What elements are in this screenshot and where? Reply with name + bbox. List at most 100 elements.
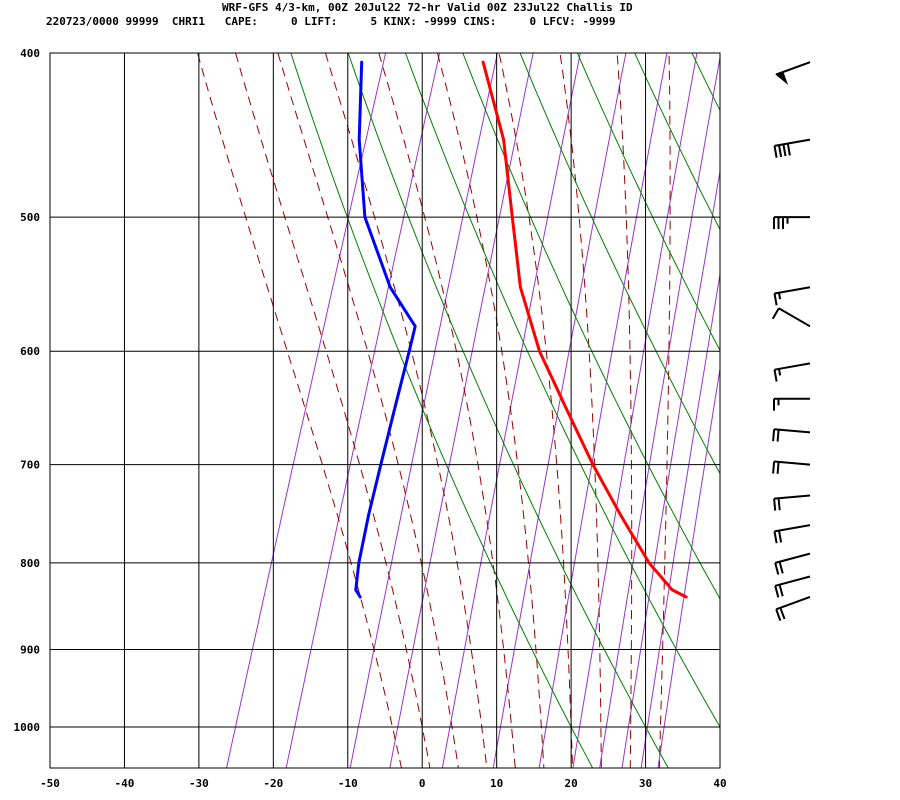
x-tick-label: -50 <box>40 777 60 790</box>
moist-adiabat-line <box>498 53 574 768</box>
wind-barb-feather <box>772 429 776 442</box>
y-tick-label: 600 <box>20 345 40 358</box>
wind-barb-feather <box>777 498 781 511</box>
mixing-ratio-line <box>226 53 387 768</box>
wind-barb-feather <box>778 530 783 543</box>
y-tick-label: 500 <box>20 211 40 224</box>
moist-adiabat-line <box>378 53 516 768</box>
x-tick-label: -20 <box>263 777 283 790</box>
wind-barb-feather <box>775 608 782 621</box>
wind-barb-feather <box>778 584 784 597</box>
wind-barb-feather <box>771 307 780 320</box>
dry-adiabat-line <box>777 0 900 784</box>
axis-labels: -50 -40 -30 -20 -10 0 10 20 30 40 400 500 600 700 800 9… <box>14 47 727 790</box>
dewpoint-trace <box>354 60 417 599</box>
moist-adiabat-line <box>234 53 431 768</box>
sounding-traces <box>354 60 688 599</box>
wind-barb-feather <box>773 498 777 511</box>
dry-adiabat-line <box>833 0 900 784</box>
wind-barb <box>773 138 811 158</box>
moist-adiabat-line <box>197 53 402 768</box>
moist-adiabat-line <box>436 53 545 768</box>
wind-barb <box>774 575 811 598</box>
y-tick-label: 1000 <box>14 721 41 734</box>
temperature-trace <box>481 60 688 599</box>
wind-barb-staff <box>775 596 811 611</box>
y-tick-label: 800 <box>20 557 40 570</box>
mixing-ratio-line <box>389 53 534 768</box>
wind-barb <box>773 494 811 511</box>
wind-barb-feather <box>773 531 778 544</box>
wind-barb-staff <box>778 307 811 328</box>
wind-barb-staff <box>774 428 811 434</box>
wind-barb <box>772 460 811 474</box>
wind-barb-feather <box>779 607 786 620</box>
chart-title: WRF-GFS 4/3-km, 00Z 20Jul22 72-hr Valid … <box>222 1 633 14</box>
dry-adiabat-line <box>889 0 900 784</box>
wind-barb-staff <box>774 552 811 564</box>
wind-barb-feather <box>774 585 780 598</box>
wind-barb-half-feather <box>778 292 782 300</box>
wind-barb-flag <box>775 71 789 85</box>
wind-barb-feather <box>782 144 787 157</box>
dry-adiabat-line <box>290 53 594 768</box>
plot-grid <box>49 52 721 769</box>
wind-barb <box>773 397 811 411</box>
plot-frame <box>49 52 721 769</box>
mixing-ratio-line <box>349 53 498 768</box>
sounding-stats: 220723/0000 99999 CHRI1 CAPE: 0 LIFT: 5 … <box>46 15 616 28</box>
dry-adiabat-line <box>634 53 720 231</box>
chart-header: WRF-GFS 4/3-km, 00Z 20Jul22 72-hr Valid … <box>0 0 900 36</box>
x-tick-label: 30 <box>639 777 652 790</box>
x-tick-label: 10 <box>490 777 503 790</box>
wind-barb <box>775 596 811 621</box>
wind-barb-feather <box>773 293 778 306</box>
x-tick-label: 20 <box>564 777 577 790</box>
moist-adiabat-line <box>324 53 488 768</box>
mixing-ratio-line <box>538 53 668 768</box>
wind-barb <box>773 216 811 230</box>
x-tick-label: -30 <box>189 777 209 790</box>
dry-adiabat-line <box>721 0 900 784</box>
wind-barb-feather <box>786 143 791 156</box>
moist-adiabat-line <box>559 53 602 768</box>
x-tick-label: 0 <box>419 777 426 790</box>
wind-barb-feather <box>778 144 783 158</box>
x-tick-label: -10 <box>338 777 358 790</box>
wind-barb-feather <box>773 369 778 382</box>
mixing-ratio-line <box>285 53 441 768</box>
y-tick-label: 900 <box>20 643 40 656</box>
mixing-ratio-line <box>572 53 698 768</box>
x-tick-label: -40 <box>115 777 135 790</box>
wind-barb-staff <box>774 494 811 500</box>
mixing-ratio-line <box>657 365 720 768</box>
mixing-ratio-line <box>441 53 581 768</box>
wind-barb <box>772 428 811 442</box>
wind-barb-feather <box>776 429 780 442</box>
wind-barb <box>773 286 811 306</box>
mixing-ratio-line <box>640 271 720 768</box>
dry-adiabat-line <box>519 53 720 475</box>
wind-barb-half-feather <box>778 368 782 376</box>
wind-barb-feather <box>773 145 778 158</box>
dry-adiabat-line <box>347 53 669 768</box>
wind-barbs <box>771 61 811 621</box>
dry-adiabats <box>290 0 900 784</box>
moist-adiabat-line <box>616 53 633 768</box>
mixing-ratio-line <box>492 53 627 768</box>
moist-adiabat-line <box>277 53 459 768</box>
wind-barb-staff <box>774 524 811 533</box>
dry-adiabat-line <box>576 53 720 352</box>
x-tick-label: 40 <box>713 777 726 790</box>
wind-barb <box>774 552 811 575</box>
y-tick-label: 700 <box>20 459 40 472</box>
mixing-ratio-lines <box>226 53 720 768</box>
wind-barb-staff <box>774 362 811 371</box>
wind-barb <box>773 362 811 382</box>
wind-barb <box>775 61 811 85</box>
dry-adiabat-line <box>462 53 720 601</box>
wind-barb-staff <box>774 575 811 587</box>
wind-barb-feather <box>774 562 780 575</box>
wind-barb-staff <box>774 460 811 466</box>
